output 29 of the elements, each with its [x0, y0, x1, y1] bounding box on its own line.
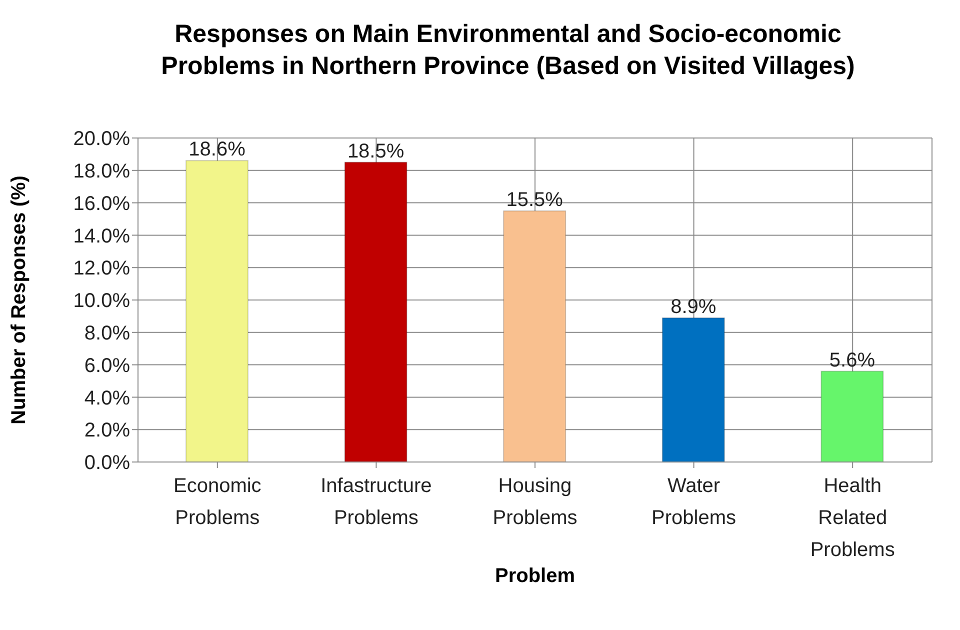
data-label: 5.6% — [829, 349, 876, 372]
y-tick-label: 12.0% — [73, 258, 130, 280]
x-axis-title: Problem — [494, 565, 576, 587]
x-tick-label: Infastructure Problems — [320, 475, 432, 529]
y-tick-label: 20.0% — [73, 128, 130, 150]
bar — [503, 210, 566, 462]
bar — [344, 162, 408, 462]
data-label: 15.5% — [506, 188, 564, 211]
x-tick-label: Housing Problems — [492, 475, 578, 529]
y-tick-label: 14.0% — [73, 225, 130, 248]
y-tick-label: 8.0% — [84, 322, 130, 344]
y-tick-label: 10.0% — [73, 290, 130, 312]
bar — [662, 317, 725, 462]
data-label: 8.9% — [670, 296, 716, 318]
x-tick-label: Water Problems — [652, 475, 736, 529]
y-tick-label: 18.0% — [73, 160, 130, 182]
bar — [820, 370, 884, 462]
data-label: 18.5% — [347, 140, 404, 162]
data-label: 18.6% — [188, 138, 246, 161]
x-tick-label: Economic Problems — [173, 475, 262, 529]
x-tick-label: Health Related Problems — [810, 475, 895, 561]
chart-title: Responses on Main Environmental and Socio-economic Problems in Northern Province (Based on Visited Villages) — [160, 19, 856, 82]
bar — [186, 160, 248, 462]
y-tick-label: 16.0% — [73, 192, 130, 215]
y-tick-label: 4.0% — [84, 387, 130, 410]
y-axis-title: Number of Responses (%) — [8, 176, 30, 424]
y-tick-label: 2.0% — [84, 420, 130, 442]
y-tick-label: 6.0% — [84, 354, 130, 377]
y-tick-label: 0.0% — [84, 452, 130, 474]
